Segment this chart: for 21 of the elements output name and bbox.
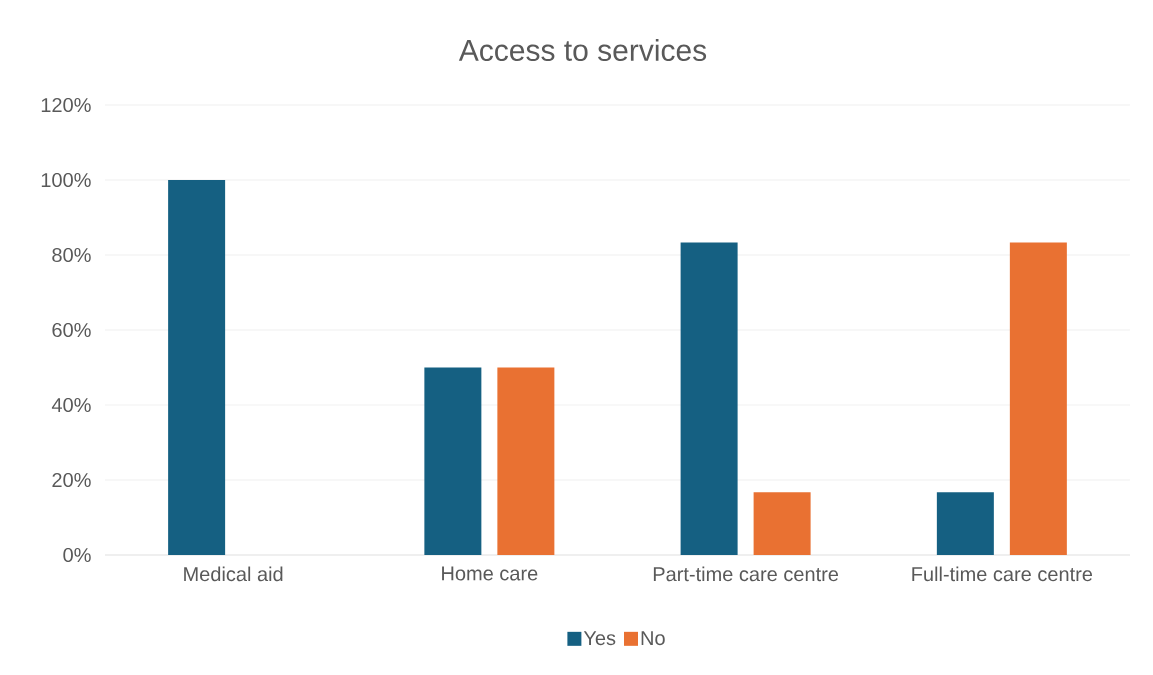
y-tick-label: 60% [52,322,91,338]
bar [1009,242,1067,555]
legend-label: Yes [583,631,616,646]
y-tick-label: 120% [41,97,91,113]
y-tick-label: 20% [52,472,91,488]
legend-label: No [641,631,665,646]
x-tick-label: Part-time care centre [653,566,839,582]
y-tick-label: 80% [52,247,91,263]
y-tick-label: 100% [41,172,91,188]
y-tick-label: 40% [51,397,91,413]
y-tick-label: 0% [63,547,91,563]
bar [936,492,994,555]
bar [753,492,811,555]
chart-title: Access to services [458,38,707,62]
bar [168,180,226,555]
bar [497,367,555,555]
bar [424,367,482,555]
x-tick-label: Full-time care centre [912,566,1093,582]
x-tick-label: Medical aid [184,566,283,582]
bar [680,242,738,555]
x-tick-label: Home care [442,566,538,581]
